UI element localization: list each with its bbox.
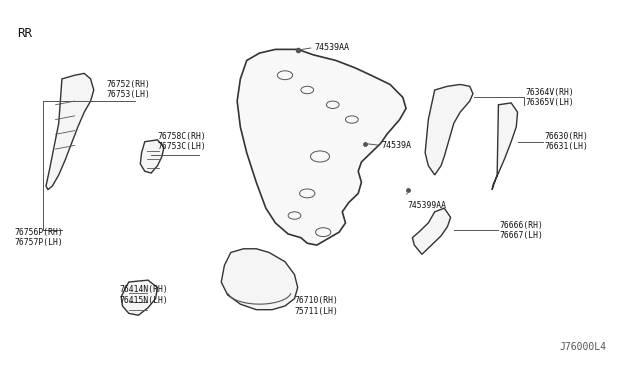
Text: 76752(RH)
76753(LH): 76752(RH) 76753(LH) (106, 80, 150, 99)
Polygon shape (121, 280, 157, 315)
Polygon shape (237, 49, 406, 245)
Text: 76666(RH)
76667(LH): 76666(RH) 76667(LH) (500, 221, 543, 240)
Polygon shape (492, 103, 518, 190)
Polygon shape (140, 140, 164, 173)
Text: 76756P(RH)
76757P(LH): 76756P(RH) 76757P(LH) (14, 228, 63, 247)
Text: 76364V(RH)
76365V(LH): 76364V(RH) 76365V(LH) (526, 88, 575, 107)
Text: 74539AA: 74539AA (315, 43, 350, 52)
Text: 74539A: 74539A (382, 141, 412, 150)
Polygon shape (221, 249, 298, 310)
Polygon shape (412, 208, 451, 254)
Text: 76414N(RH)
76415N(LH): 76414N(RH) 76415N(LH) (119, 285, 168, 305)
Text: 76630(RH)
76631(LH): 76630(RH) 76631(LH) (544, 132, 588, 151)
Polygon shape (46, 73, 94, 190)
Text: 745399AA: 745399AA (407, 201, 446, 210)
Text: 76758C(RH)
76753C(LH): 76758C(RH) 76753C(LH) (157, 132, 206, 151)
Polygon shape (425, 84, 473, 175)
Text: 76710(RH)
75711(LH): 76710(RH) 75711(LH) (294, 296, 339, 316)
Text: J76000L4: J76000L4 (560, 342, 607, 352)
Text: RR: RR (17, 27, 32, 40)
